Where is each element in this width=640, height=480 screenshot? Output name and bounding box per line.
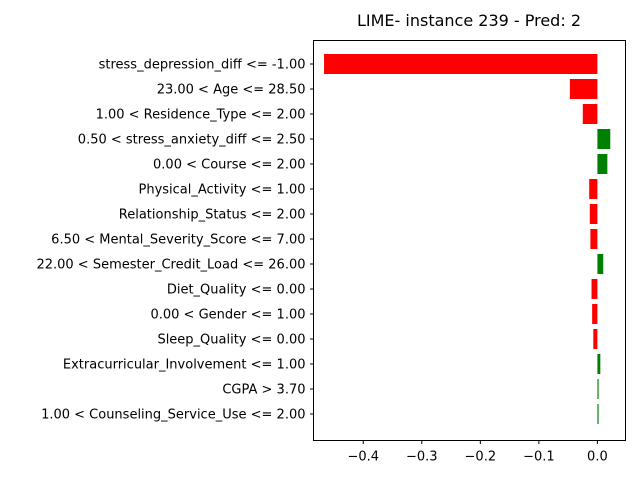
y-tick-label: Extracurricular_Involvement <= 1.00 (63, 358, 306, 373)
bars-layer (324, 54, 611, 424)
x-axis-ticks: −0.4 −0.3 −0.2 −0.1 0.0 (347, 440, 608, 465)
bar (589, 179, 598, 199)
x-tick-label: −0.2 (465, 450, 497, 465)
y-tick-label: 0.00 < Course <= 2.00 (153, 158, 305, 173)
x-tick-label: −0.1 (523, 450, 555, 465)
plot-frame (313, 40, 626, 441)
bar (569, 79, 598, 99)
bar (589, 204, 598, 224)
y-tick-label: 22.00 < Semester_Credit_Load <= 26.00 (36, 258, 305, 273)
y-tick-label: 6.50 < Mental_Severity_Score <= 7.00 (51, 233, 305, 248)
y-tick-label: Physical_Activity <= 1.00 (139, 183, 306, 198)
x-tick-label: −0.4 (347, 450, 379, 465)
bar (597, 379, 599, 399)
x-tick-label: 0.0 (587, 450, 608, 465)
bar (597, 129, 611, 149)
bar (590, 229, 598, 249)
y-tick-label: stress_depression_diff <= -1.00 (99, 58, 306, 73)
y-tick-label: 0.50 < stress_anxiety_diff <= 2.50 (78, 133, 306, 148)
y-tick-label: 0.00 < Gender <= 1.00 (150, 308, 305, 323)
bar (582, 104, 598, 124)
y-tick-label: 23.00 < Age <= 28.50 (157, 83, 306, 98)
y-tick-labels: stress_depression_diff <= -1.00 23.00 < A… (36, 58, 314, 423)
bar (597, 404, 599, 424)
x-tick-label: −0.3 (406, 450, 438, 465)
y-tick-label: Sleep_Quality <= 0.00 (157, 333, 305, 348)
chart-title: LIME- instance 239 - Pred: 2 (357, 11, 581, 30)
bar (324, 54, 598, 74)
bar (592, 304, 598, 324)
y-tick-label: Relationship_Status <= 2.00 (119, 208, 306, 223)
bar (597, 254, 604, 274)
bar (593, 329, 598, 349)
y-tick-label: 1.00 < Counseling_Service_Use <= 2.00 (41, 408, 305, 423)
y-tick-label: Diet_Quality <= 0.00 (167, 283, 306, 298)
y-tick-label: CGPA > 3.70 (222, 383, 305, 398)
bar (597, 154, 608, 174)
y-tick-label: 1.00 < Residence_Type <= 2.00 (96, 108, 306, 123)
bar (597, 354, 601, 374)
bar (591, 279, 598, 299)
